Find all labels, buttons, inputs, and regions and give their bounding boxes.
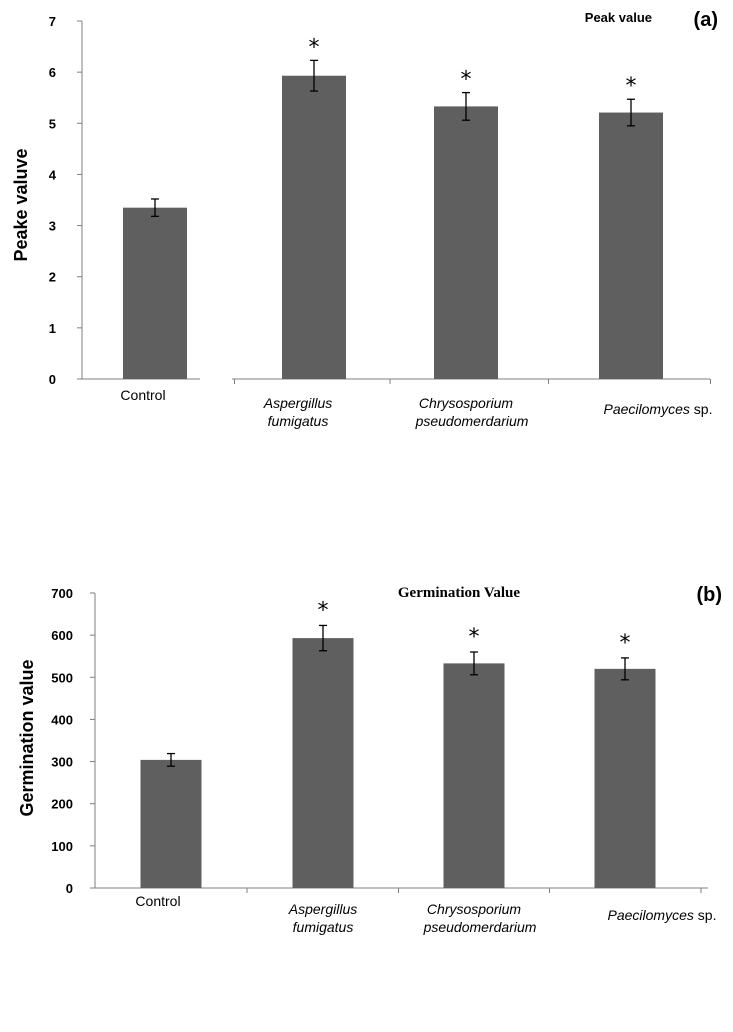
y-tick-label: 400 <box>51 712 73 727</box>
x-category-label-line: Control <box>120 387 165 403</box>
significance-marker: * <box>309 35 320 60</box>
x-category-label-line: Control <box>135 893 180 909</box>
x-category-label-line: Chrysosporium <box>419 395 513 411</box>
y-tick-label: 600 <box>51 628 73 643</box>
x-category-label-line: Chrysosporium <box>427 901 521 917</box>
x-category-label: Paecilomyces sp. <box>608 907 717 923</box>
significance-marker: * <box>318 598 329 623</box>
chart-title: Peak value <box>585 10 652 25</box>
y-tick-label: 300 <box>51 755 73 770</box>
bar <box>140 759 202 888</box>
y-tick-label: 4 <box>49 167 57 182</box>
x-category-label-line: pseudomerdarium <box>423 919 537 935</box>
x-category-label: Control <box>135 893 180 909</box>
significance-marker: * <box>469 625 480 650</box>
x-category-label: Control <box>120 387 165 403</box>
x-category-label-part: sp. <box>694 907 717 923</box>
panel-label: (a) <box>694 9 718 31</box>
x-category-label-line: fumigatus <box>293 919 354 935</box>
x-category-label-line: Aspergillus <box>263 395 332 411</box>
x-category-label-line: pseudomerdarium <box>415 413 529 429</box>
x-category-label-line: fumigatus <box>268 413 329 429</box>
bar <box>292 638 354 888</box>
x-category-label: Aspergillus fumigatus <box>263 395 332 429</box>
y-tick-label: 0 <box>66 881 73 896</box>
significance-marker: * <box>626 74 637 99</box>
y-tick-label: 500 <box>51 670 73 685</box>
x-category-label-part: Paecilomyces <box>604 401 690 417</box>
y-tick-label: 200 <box>51 797 73 812</box>
y-tick-label: 3 <box>49 219 56 234</box>
x-category-label-line: Aspergillus <box>288 901 357 917</box>
y-tick-label: 5 <box>49 116 56 131</box>
x-category-label: Aspergillus fumigatus <box>288 901 357 935</box>
x-category-label: Paecilomyces sp. <box>604 401 713 417</box>
x-category-label: Chrysosporium pseudomerdarium <box>415 395 529 429</box>
y-tick-label: 100 <box>51 839 73 854</box>
chart-peak-value: 0 1 2 3 4 5 6 7 Peake valuve Peak value (a) * * * Cont… <box>11 9 718 429</box>
bar <box>434 106 498 379</box>
bar <box>594 668 656 888</box>
significance-marker: * <box>620 631 631 656</box>
y-tick-label: 2 <box>49 270 56 285</box>
bar <box>282 75 346 380</box>
y-tick-label: 0 <box>49 372 56 387</box>
x-category-label-part: sp. <box>690 401 713 417</box>
y-axis-label: Germination value <box>17 659 37 816</box>
bar <box>123 207 187 379</box>
y-axis-label: Peake valuve <box>11 148 31 261</box>
y-tick-label: 700 <box>51 586 73 601</box>
significance-marker: * <box>461 68 472 93</box>
bar <box>443 663 505 888</box>
y-tick-label: 1 <box>49 321 56 336</box>
bar <box>599 112 663 379</box>
y-tick-label: 6 <box>49 65 56 80</box>
panel-label: (b) <box>696 584 722 606</box>
chart-germination-value: 0 100 200 300 400 500 600 700 Germination value G… <box>17 584 722 935</box>
x-category-label-part: Paecilomyces <box>608 907 694 923</box>
chart-title: Germination Value <box>398 585 520 601</box>
x-category-label: Chrysosporium pseudomerdarium <box>423 901 537 935</box>
y-tick-label: 7 <box>49 14 56 29</box>
